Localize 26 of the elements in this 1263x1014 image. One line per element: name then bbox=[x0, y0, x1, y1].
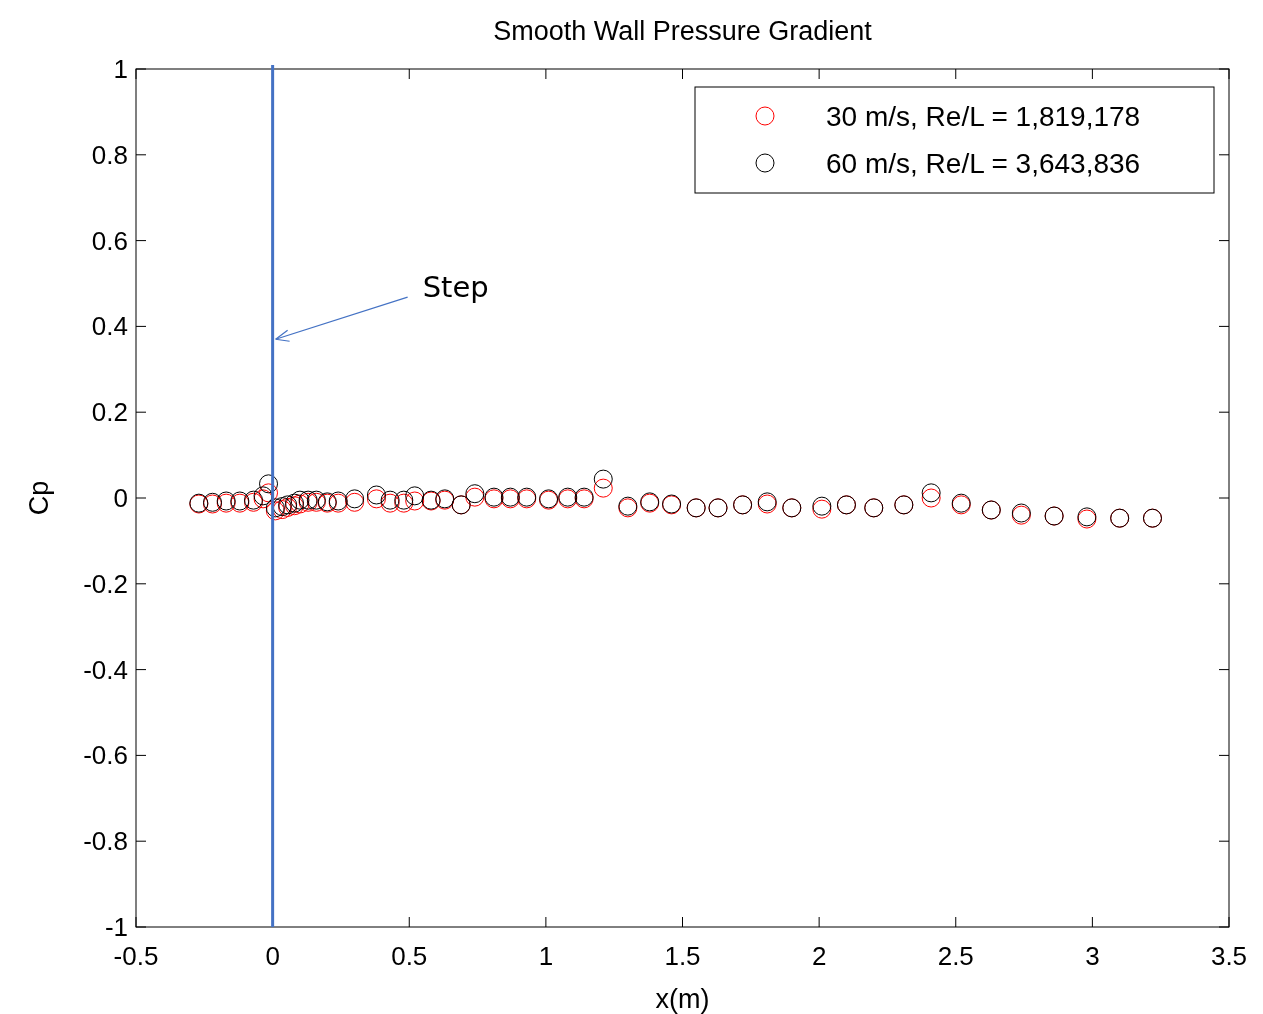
x-tick-label: -0.5 bbox=[113, 941, 159, 971]
y-tick-label: -0.2 bbox=[83, 568, 128, 599]
y-tick-label: -0.4 bbox=[83, 654, 128, 685]
y-tick-label: 0.2 bbox=[91, 397, 128, 428]
y-tick-label: 1 bbox=[113, 54, 128, 84]
chart-title: Smooth Wall Pressure Gradient bbox=[493, 16, 873, 46]
x-tick-label: 2.5 bbox=[937, 941, 974, 971]
y-tick-label: 0.6 bbox=[91, 225, 128, 256]
x-tick-label: 2 bbox=[811, 941, 827, 971]
legend-label: 30 m/s, Re/L = 1,819,178 bbox=[826, 101, 1141, 132]
x-tick-label: 3 bbox=[1085, 941, 1100, 971]
x-tick-label: 1.5 bbox=[664, 941, 701, 971]
y-tick-label: -0.8 bbox=[83, 826, 128, 857]
y-tick-label: 0.8 bbox=[91, 139, 128, 170]
x-tick-label: 3.5 bbox=[1210, 941, 1248, 971]
y-axis-title: Cp bbox=[24, 480, 54, 516]
y-tick-label: -0.6 bbox=[83, 740, 128, 771]
x-axis-title: x(m) bbox=[655, 984, 710, 1014]
x-tick-label: 0 bbox=[265, 941, 280, 971]
y-tick-label: 0 bbox=[113, 483, 128, 513]
x-tick-label: 0.5 bbox=[391, 941, 428, 971]
x-tick-label: 1 bbox=[538, 941, 554, 971]
legend-label: 60 m/s, Re/L = 3,643,836 bbox=[826, 148, 1141, 179]
ref-line-label: Step bbox=[422, 270, 489, 305]
y-tick-label: -1 bbox=[104, 912, 128, 942]
y-tick-label: 0.4 bbox=[91, 311, 128, 342]
